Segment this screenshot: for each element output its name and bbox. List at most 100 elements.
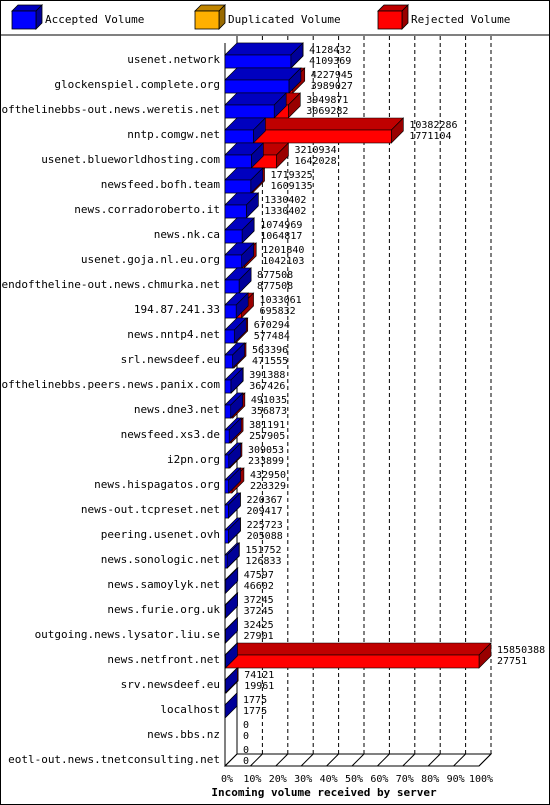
category-label-11: news.nntp4.net [127,328,220,341]
value-label-accepted-3: 1771104 [409,131,451,142]
legend-swatch-1 [194,10,220,30]
floor-tick-1 [250,753,263,767]
legend-label-0: Accepted Volume [45,13,144,26]
bar-accepted-24 [224,642,239,669]
value-label-total-5: 1719325 [271,170,313,181]
value-label-total-0: 4128432 [309,45,351,56]
bar-accepted-10 [224,292,249,319]
bar-accepted-7-front [224,229,243,244]
value-label-accepted-5: 1609135 [271,181,313,192]
value-label-total-18: 220367 [247,495,283,506]
x-tick-label-10: 100% [469,774,493,785]
value-label-total-10: 1033061 [260,295,302,306]
value-label-accepted-18: 209417 [247,506,283,517]
floor-tick-0 [224,753,238,767]
value-label-accepted-27: 0 [243,731,249,742]
bar-accepted-20-front [224,554,228,569]
value-label-accepted-7: 1064817 [260,231,302,242]
bar-accepted-26 [224,692,238,719]
x-tick-label-7: 70% [396,774,414,785]
floor-tick-7 [402,753,416,767]
value-label-accepted-0: 4109369 [309,56,351,67]
bar-accepted-6-front [224,204,247,219]
value-label-accepted-26: 1775 [243,706,267,717]
bar-accepted-18-front [224,504,229,519]
bar-accepted-12-front [224,354,233,369]
bar-accepted-9-front [224,279,240,294]
value-label-total-2: 3949871 [306,95,348,106]
x-tick-label-0: 0% [221,774,233,785]
x-axis-label: Incoming volume received by server [211,786,437,799]
value-label-total-1: 4227945 [311,70,353,81]
value-label-total-17: 432950 [250,470,286,481]
value-label-accepted-20: 126833 [245,556,281,567]
bar-accepted-0-front [224,54,292,69]
legend-swatch-2 [377,10,403,30]
category-label-9: endoftheline-out.news.chmurka.net [1,278,220,291]
value-label-accepted-14: 356873 [251,406,287,417]
bar-accepted-19 [224,517,242,544]
legend: Accepted Volume Duplicated Volume Rejected… [0,4,550,36]
category-label-12: srl.newsdeef.eu [121,353,220,366]
category-label-6: news.corradoroberto.it [74,203,220,216]
x-tick-label-9: 90% [447,774,465,785]
value-label-accepted-21: 46602 [244,581,274,592]
bar-accepted-16 [224,442,242,469]
bar-accepted-11 [224,317,247,344]
bar-accepted-14 [224,392,244,419]
bar-accepted-1-top [224,67,302,81]
x-tick-label-3: 30% [294,774,312,785]
bar-accepted-25 [224,667,239,694]
floor-tick-5 [351,753,365,767]
value-label-accepted-1: 3989027 [311,81,353,92]
bar-accepted-19-front [224,529,229,544]
category-label-0: usenet.network [127,53,220,66]
bar-accepted-10-front [224,304,237,319]
category-label-27: news.bbs.nz [147,728,220,741]
bar-accepted-11-front [224,329,235,344]
value-label-accepted-25: 19961 [244,681,274,692]
category-label-7: news.nk.ca [154,228,220,241]
value-label-accepted-12: 471555 [252,356,288,367]
bar-accepted-23 [224,617,239,644]
value-label-accepted-10: 695832 [260,306,296,317]
value-label-total-7: 1074969 [260,220,302,231]
value-label-total-11: 670294 [254,320,290,331]
bar-accepted-13-front [224,379,232,394]
value-label-total-6: 1330402 [264,195,306,206]
bar-accepted-9 [224,267,252,294]
value-label-accepted-6: 1330402 [264,206,306,217]
bar-rejected-3 [224,117,405,144]
bar-accepted-1 [224,67,302,94]
value-label-total-8: 1201840 [262,245,304,256]
bar-accepted-15-front [224,429,230,444]
category-label-18: news-out.tcpreset.net [81,503,220,516]
bar-accepted-20 [224,542,240,569]
value-label-total-19: 225723 [247,520,283,531]
legend-label-2: Rejected Volume [411,13,510,26]
value-label-accepted-28: 0 [243,756,249,767]
value-label-accepted-11: 577484 [254,331,290,342]
bar-accepted-21-front [224,579,227,594]
x-tick-label-5: 50% [345,774,363,785]
value-label-accepted-16: 233899 [248,456,284,467]
value-label-total-26: 1775 [243,695,267,706]
value-label-total-3: 10382286 [409,120,457,131]
category-label-22: news.furie.org.uk [107,603,220,616]
value-label-accepted-17: 223329 [250,481,286,492]
category-label-19: peering.usenet.ovh [101,528,220,541]
bar-accepted-4-front [224,154,252,169]
bar-accepted-3-front [224,129,254,144]
category-label-26: localhost [160,703,220,716]
bar-rejected-24-front [224,654,480,669]
value-label-total-12: 563396 [252,345,288,356]
bar-accepted-0-top [224,42,304,56]
bar-accepted-1-front [224,79,290,94]
category-label-4: usenet.blueworldhosting.com [41,153,220,166]
category-label-15: newsfeed.xs3.de [121,428,220,441]
value-label-total-9: 877508 [257,270,293,281]
value-label-total-15: 381191 [249,420,285,431]
bar-rejected-24 [224,642,492,669]
bar-accepted-5-front [224,179,252,194]
bar-accepted-6 [224,192,260,219]
